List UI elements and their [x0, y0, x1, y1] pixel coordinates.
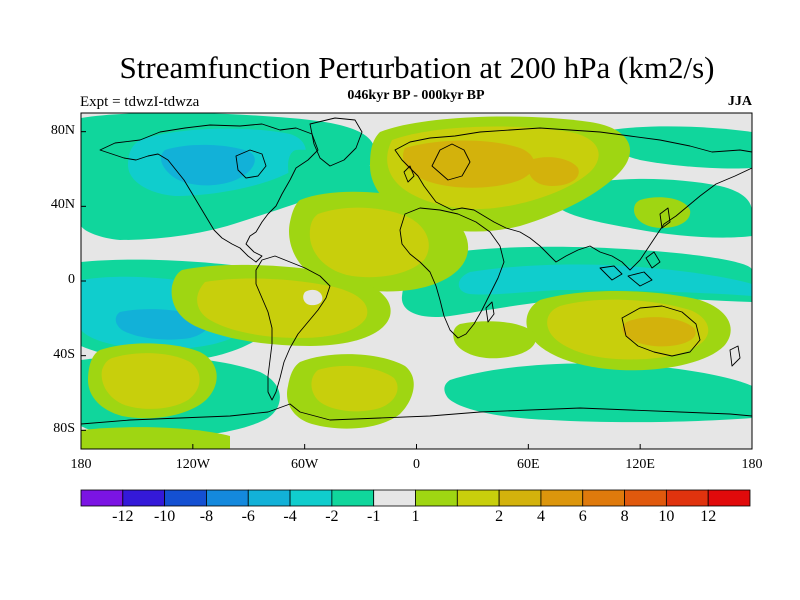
colorbar-swatch [707, 489, 751, 507]
coastline-southeast-asia-islands [599, 207, 671, 287]
coastline-hudson-bay [235, 149, 267, 179]
colorbar-swatch [415, 489, 458, 507]
contour-field [81, 113, 752, 449]
map-subtitle: 046kyr BP - 000kyr BP [347, 88, 485, 103]
colorbar-label: -2 [325, 508, 339, 525]
colorbar-swatch [289, 489, 333, 507]
colorbar-label: -12 [112, 508, 134, 525]
colorbar-label: 10 [658, 508, 675, 525]
colorbar-swatch [206, 489, 249, 507]
colorbar-swatch [498, 489, 542, 507]
y-tick-label: 80N [50, 122, 75, 138]
colorbar-swatch [582, 489, 625, 507]
colorbar-label: -1 [367, 508, 381, 525]
coastline-south-america [255, 255, 331, 401]
anomaly-region [444, 363, 752, 423]
anomaly-region [622, 317, 696, 347]
coastline-antarctica [81, 403, 752, 425]
anomaly-region [453, 321, 536, 359]
colorbar-swatch [540, 489, 584, 507]
coastline-madagascar [485, 301, 495, 323]
colorbar-label: 1 [411, 508, 420, 525]
coastline-scandinavia [431, 143, 471, 181]
x-tick-label: 60E [517, 457, 540, 472]
colorbar [80, 489, 751, 507]
x-tick-label: 120E [625, 457, 655, 472]
x-tick-label: 60W [291, 457, 319, 472]
coastline-new-zealand [729, 345, 741, 367]
map-title: Streamfunction Perturbation at 200 hPa (… [119, 50, 715, 85]
y-tick-label: 40N [50, 197, 75, 213]
colorbar-swatch [122, 489, 166, 507]
coastlines [81, 117, 752, 425]
x-tick-label: 180 [741, 457, 763, 472]
colorbar-label: -4 [283, 508, 297, 525]
colorbar-label: 8 [620, 508, 629, 525]
coastline-north-america [99, 123, 319, 263]
anomaly-region [309, 207, 429, 278]
colorbar-swatch [247, 489, 291, 507]
y-tick-label: 80S [53, 421, 75, 437]
y-tick-label: 40S [53, 346, 75, 362]
colorbar-label: 4 [536, 508, 545, 525]
colorbar-swatch [373, 489, 416, 507]
anomaly-region [197, 278, 368, 338]
coastline-greenland [309, 117, 363, 167]
colorbar-label: -10 [153, 508, 176, 525]
colorbar-swatch [331, 489, 375, 507]
anomaly-region [81, 427, 230, 449]
colorbar-label: -8 [199, 508, 214, 525]
season-label: JJA [727, 94, 752, 109]
colorbar-label: -6 [241, 508, 255, 525]
colorbar-swatch [456, 489, 500, 507]
colorbar-swatch [164, 489, 207, 507]
positive-anomaly-regions [81, 116, 731, 449]
anomaly-region [101, 353, 200, 409]
anomaly-region [160, 144, 255, 186]
coastline-eurasia [394, 127, 752, 271]
colorbar-swatch [624, 489, 667, 507]
anomaly-region [458, 264, 752, 296]
x-tick-label: 0 [413, 457, 420, 472]
colorbar-label: 6 [578, 508, 587, 525]
coastline-britain [403, 165, 415, 183]
coastline-australia [621, 305, 701, 357]
coastline-africa [399, 207, 505, 339]
anomaly-region [311, 365, 398, 412]
colorbar-label: 12 [700, 508, 717, 525]
colorbar-swatch [665, 489, 709, 507]
colorbar-swatch [80, 489, 124, 507]
colorbar-label: 2 [495, 508, 504, 525]
anomaly-region [528, 157, 579, 186]
y-tick-label: 0 [68, 272, 75, 287]
x-tick-label: 120W [175, 457, 210, 472]
anomaly-region [606, 126, 752, 169]
experiment-label: Expt = tdwzI-tdwza [80, 94, 200, 110]
axis-ticks [80, 131, 753, 449]
x-tick-label: 180 [70, 457, 92, 472]
anomaly-region [303, 289, 323, 306]
